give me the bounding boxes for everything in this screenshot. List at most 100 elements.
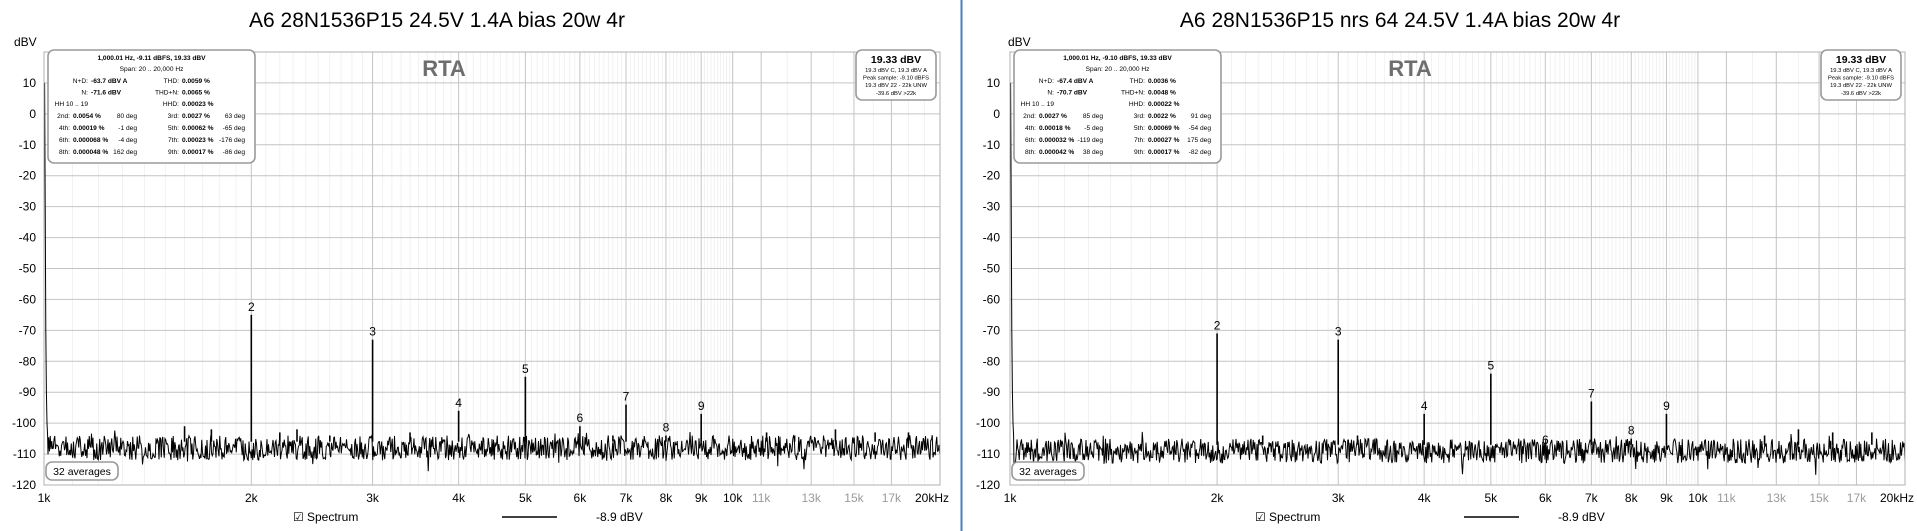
y-axis-label: dBV bbox=[14, 35, 37, 49]
harmonic-stat: 2nd: bbox=[1023, 113, 1036, 120]
harmonic-stat: 9th: bbox=[1134, 149, 1145, 156]
harmonic-label: 8 bbox=[1628, 424, 1635, 438]
harmonic-label: 8 bbox=[663, 421, 670, 435]
harmonic-stat: 0.00023 % bbox=[182, 137, 214, 144]
x-tick-label: 15k bbox=[844, 491, 864, 505]
averages-frame bbox=[1011, 461, 1085, 481]
harmonic-stat: -65 deg bbox=[223, 125, 246, 132]
level-line: 19.3 dBV C, 19.3 dBV A bbox=[865, 68, 927, 74]
y-tick-label: -120 bbox=[12, 478, 36, 492]
x-tick-label: 3k bbox=[1332, 491, 1346, 505]
level-line: Peak sample: -9.10 dBFS bbox=[1828, 76, 1894, 82]
level-box: 19.33 dBV 19.3 dBV C, 19.3 dBV A Peak samp… bbox=[1820, 49, 1902, 101]
stats-span: Span: 20 .. 20,000 Hz bbox=[1086, 66, 1150, 73]
x-tick-label: 6k bbox=[574, 491, 588, 505]
harmonic-stat: 2nd: bbox=[57, 113, 70, 120]
stats-box: 1,000.01 Hz, -9.10 dBFS, 19.33 dBV Span: … bbox=[1013, 49, 1222, 164]
spectrum-trace bbox=[43, 82, 941, 472]
harmonic-stat: 0.00018 % bbox=[1039, 125, 1071, 132]
stats-header: 1,000.01 Hz, -9.10 dBFS, 19.33 dBV bbox=[1063, 55, 1172, 62]
y-tick-label: -20 bbox=[983, 169, 1001, 183]
harmonic-stat: -4 deg bbox=[118, 137, 137, 144]
harmonic-stat: 5th: bbox=[168, 125, 179, 132]
harmonic-stat: -86 deg bbox=[223, 149, 246, 156]
stats-key: N+D: bbox=[73, 78, 88, 85]
stats-key: N+D: bbox=[1039, 78, 1054, 85]
x-tick-label: 20kHz bbox=[915, 491, 949, 505]
legend-name: Spectrum bbox=[307, 510, 358, 524]
harmonic-label: 2 bbox=[248, 300, 255, 314]
rta-label: RTA bbox=[1388, 56, 1432, 81]
stats-value: 0.00022 % bbox=[1148, 101, 1180, 108]
y-tick-label: -60 bbox=[19, 292, 37, 306]
x-tick-label: 11k bbox=[752, 491, 771, 505]
harmonic-stat: 7th: bbox=[1134, 137, 1145, 144]
x-tick-label: 7k bbox=[1585, 491, 1599, 505]
y-tick-label: 10 bbox=[987, 76, 1001, 90]
stats-value: -67.4 dBV A bbox=[1057, 78, 1094, 85]
chart-panel-2: A6 28N1536P15 nrs 64 24.5V 1.4A bias 20w… bbox=[976, 9, 1914, 524]
harmonic-stat: 6th: bbox=[1025, 137, 1036, 144]
stats-key: HH 10 .. 19 bbox=[55, 101, 89, 108]
averages-text: 32 averages bbox=[1019, 466, 1077, 478]
y-tick-label: -10 bbox=[19, 138, 37, 152]
harmonic-stat: 4th: bbox=[59, 125, 70, 132]
y-tick-label: 0 bbox=[993, 107, 1000, 121]
harmonic-label: 2 bbox=[1214, 318, 1221, 332]
harmonic-stat: 0.000068 % bbox=[73, 137, 108, 144]
legend-checkbox: ☑ bbox=[1255, 510, 1266, 524]
stats-value: 0.0065 % bbox=[182, 90, 210, 97]
level-headline: 19.33 dBV bbox=[871, 54, 921, 66]
harmonic-stat: 0.0027 % bbox=[182, 113, 210, 120]
stats-key: HHD: bbox=[163, 101, 179, 108]
harmonic-label: 4 bbox=[455, 396, 462, 410]
harmonic-stat: 8th: bbox=[59, 149, 70, 156]
x-tick-label: 1k bbox=[38, 491, 52, 505]
chart-title: A6 28N1536P15 nrs 64 24.5V 1.4A bias 20w… bbox=[1180, 9, 1620, 32]
stats-key: HHD: bbox=[1129, 101, 1145, 108]
stats-key: THD: bbox=[164, 78, 180, 85]
level-line: 19.3 dBV 22 - 22k UNW bbox=[865, 83, 927, 89]
y-tick-label: -50 bbox=[19, 262, 37, 276]
x-tick-label: 2k bbox=[245, 491, 259, 505]
stats-box-frame bbox=[47, 49, 256, 164]
harmonic-stat: 0.000042 % bbox=[1039, 149, 1074, 156]
harmonic-stat: -54 deg bbox=[1189, 125, 1212, 132]
harmonic-stat: 0.00017 % bbox=[1148, 149, 1180, 156]
harmonic-stat: 6th: bbox=[59, 137, 70, 144]
averages-box: 32 averages bbox=[45, 461, 119, 481]
y-tick-label: -100 bbox=[976, 416, 1000, 430]
stats-key: THD+N: bbox=[155, 90, 179, 97]
legend-name: Spectrum bbox=[1269, 510, 1320, 524]
spectrum-trace bbox=[1009, 82, 1906, 475]
plot-frame bbox=[1009, 51, 1906, 486]
harmonic-stat: -5 deg bbox=[1084, 125, 1103, 132]
harmonic-label: 3 bbox=[1335, 325, 1342, 339]
rta-label: RTA bbox=[422, 56, 466, 81]
y-tick-label: -90 bbox=[983, 385, 1001, 399]
x-tick-label: 10k bbox=[723, 491, 743, 505]
y-tick-label: -80 bbox=[19, 354, 37, 368]
harmonic-stat: -119 deg bbox=[1077, 137, 1103, 144]
x-tick-label: 2k bbox=[1211, 491, 1225, 505]
y-tick-label: -80 bbox=[983, 354, 1001, 368]
x-tick-label: 5k bbox=[519, 491, 533, 505]
stats-value: 0.0059 % bbox=[182, 78, 210, 85]
chart-title: A6 28N1536P15 24.5V 1.4A bias 20w 4r bbox=[249, 9, 625, 32]
harmonic-stat: 0.000048 % bbox=[73, 149, 108, 156]
x-tick-label: 1k bbox=[1004, 491, 1018, 505]
x-tick-label: 13k bbox=[1767, 491, 1787, 505]
harmonic-label: 9 bbox=[698, 399, 705, 413]
stats-key: THD: bbox=[1130, 78, 1146, 85]
x-tick-label: 7k bbox=[620, 491, 634, 505]
y-tick-label: -110 bbox=[977, 447, 1000, 461]
harmonic-stat: 0.00069 % bbox=[1148, 125, 1180, 132]
stats-key: N: bbox=[1047, 90, 1054, 97]
stats-value: 0.0048 % bbox=[1148, 90, 1176, 97]
level-box: 19.33 dBV 19.3 dBV C, 19.3 dBV A Peak samp… bbox=[855, 49, 937, 101]
harmonic-stat: 0.0027 % bbox=[1039, 113, 1067, 120]
harmonic-stat: 5th: bbox=[1134, 125, 1145, 132]
harmonic-stat: -1 deg bbox=[118, 125, 137, 132]
y-tick-label: -40 bbox=[983, 231, 1001, 245]
harmonic-label: 7 bbox=[623, 390, 630, 404]
